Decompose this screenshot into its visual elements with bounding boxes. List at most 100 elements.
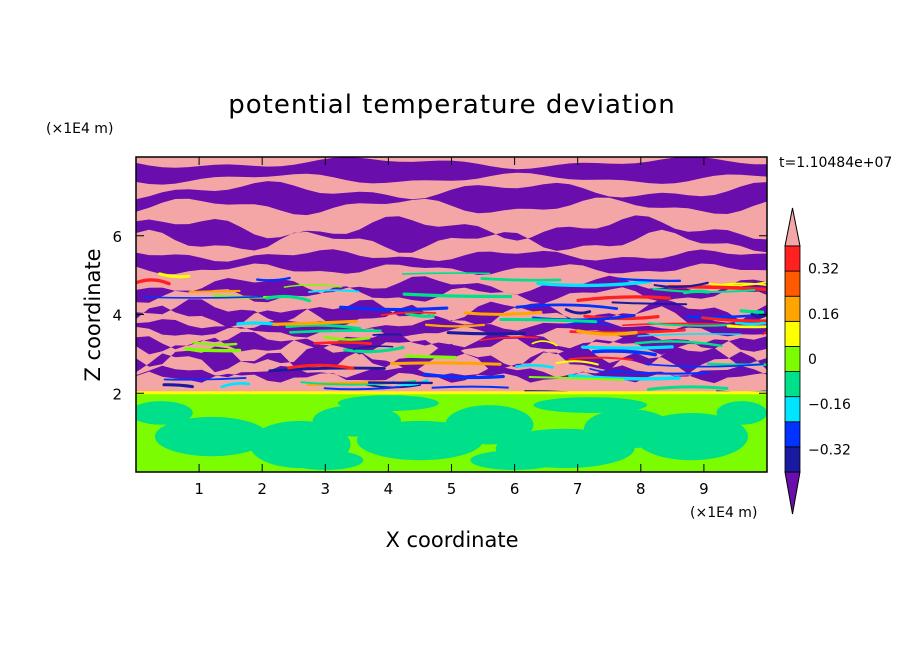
turbulent-streak [563, 322, 612, 326]
turbulent-streak [536, 279, 652, 288]
turbulent-streak [287, 363, 355, 370]
turbulent-streak [313, 341, 373, 345]
turbulent-streak [463, 310, 543, 316]
purple-band [136, 275, 767, 304]
turbulent-streak [162, 383, 194, 389]
turbulent-streak [184, 347, 242, 353]
turbulent-streak [568, 374, 681, 381]
turbulent-streak [555, 360, 599, 366]
turbulent-streak [591, 349, 657, 357]
turbulent-streak [188, 289, 241, 294]
turbulent-streak [531, 340, 558, 347]
x-unit-label: (×1E4 m) [690, 505, 757, 521]
y-tick-label: 6 [112, 228, 122, 246]
colorbar-segment [784, 295, 801, 322]
mixed-layer-blob [445, 405, 534, 445]
turbulent-streak [564, 308, 592, 315]
x-tick-label: 9 [699, 480, 709, 498]
turbulent-streak [323, 386, 400, 391]
turbulent-streak [685, 313, 767, 319]
turbulent-streak [343, 345, 405, 354]
turbulent-streak [236, 321, 280, 327]
turbulent-streak [422, 372, 505, 380]
x-tick-label: 2 [257, 480, 267, 498]
colorbar-segment [784, 245, 801, 272]
turbulent-streak [515, 364, 554, 369]
turbulent-streak [528, 375, 625, 381]
turbulent-streak [256, 276, 291, 282]
turbulent-streak [158, 272, 191, 279]
interface-strip [136, 391, 767, 395]
colorbar-tick-label: 0.32 [808, 262, 839, 278]
turbulent-streak [646, 385, 729, 391]
mixed-layer-blob [136, 401, 193, 425]
turbulent-streak [404, 354, 457, 360]
chart-title: potential temperature deviation [228, 90, 675, 120]
turbulent-streak [478, 336, 539, 342]
turbulent-streak [739, 309, 765, 314]
mixed-layer-blob [337, 395, 439, 411]
colorbar-tick-label: −0.16 [808, 397, 851, 413]
colorbar-segment [784, 320, 801, 347]
turbulent-streak [634, 340, 723, 348]
x-tick-label: 7 [573, 480, 583, 498]
colorbar-segment [784, 396, 801, 423]
turbulent-streak [142, 295, 264, 299]
plot-area [136, 157, 767, 472]
y-axis: 2 4 6 [112, 228, 767, 403]
colorbar-tick-label: −0.32 [808, 442, 851, 458]
turbulent-streak [372, 333, 403, 336]
turbulent-streak [380, 311, 437, 316]
turbulent-streak [192, 341, 238, 346]
x-axis: 1 2 3 4 5 6 7 8 9 [194, 157, 709, 498]
turbulent-streak [611, 301, 688, 306]
colorbar-extend-bottom [784, 471, 801, 515]
turbulent-streak [708, 281, 767, 287]
turbulent-streak [265, 294, 312, 303]
turbulent-streak [289, 329, 382, 334]
turbulent-streak [652, 287, 756, 294]
x-tick-label: 3 [321, 480, 331, 498]
turbulent-streak [576, 329, 638, 336]
turbulent-streak [653, 281, 709, 288]
y-axis-label: Z coordinate [81, 248, 105, 381]
colorbar-segment [784, 270, 801, 297]
turbulent-streak [576, 295, 671, 303]
turbulent-streak [339, 305, 449, 312]
purple-band [136, 343, 767, 374]
colorbar-segment [784, 446, 801, 473]
x-tick-label: 5 [447, 480, 457, 498]
x-tick-label: 1 [194, 480, 204, 498]
mixed-layer-blob [533, 397, 648, 413]
turbulent-streak [136, 278, 171, 286]
turbulent-streak [272, 319, 358, 326]
y-tick-label: 2 [112, 385, 122, 403]
turbulent-streak [617, 277, 682, 283]
turbulent-streak [163, 376, 247, 381]
turbulent-streak [401, 272, 491, 275]
mixed-layer-blob [287, 450, 364, 471]
turbulent-streak [750, 312, 767, 319]
turbulent-streak [402, 292, 513, 299]
mixed-layer-blob [634, 412, 749, 461]
x-tick-label: 6 [510, 480, 520, 498]
purple-band [136, 249, 767, 275]
mixed-layer-blob [470, 450, 559, 471]
turbulent-streak [285, 323, 362, 331]
turbulent-streak [581, 345, 674, 350]
x-tick-label: 8 [636, 480, 646, 498]
colorbar-tick-label: 0.16 [808, 307, 839, 323]
turbulent-streak [283, 284, 342, 288]
turbulent-streak [390, 361, 502, 366]
turbulent-streak [308, 289, 360, 293]
mixed-layer-blob [154, 416, 269, 457]
turbulent-streak [515, 303, 619, 310]
turbulent-streak [726, 324, 767, 329]
y-unit-label: (×1E4 m) [46, 121, 113, 137]
turbulent-streak [424, 323, 486, 328]
turbulent-streak [734, 321, 767, 326]
y-tick-label: 4 [112, 307, 122, 325]
turbulent-streak [644, 363, 764, 368]
turbulent-streak [701, 316, 767, 323]
